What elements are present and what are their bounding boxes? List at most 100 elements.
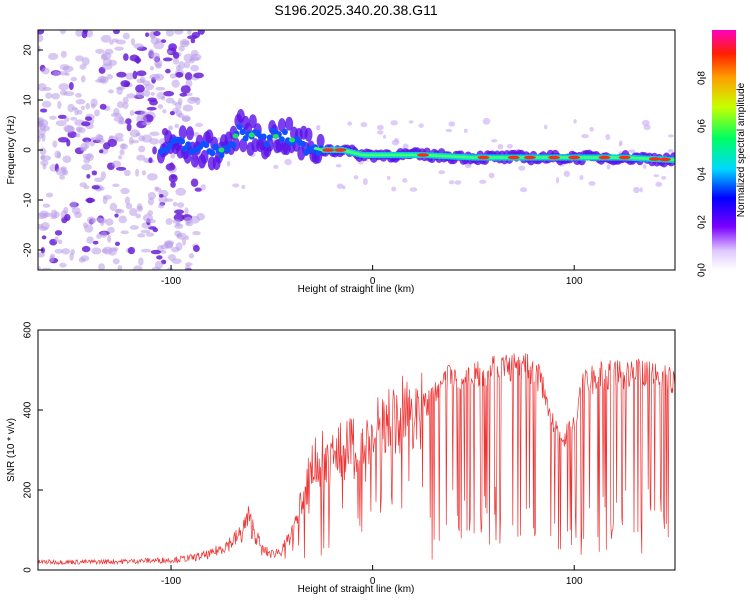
noise-blob [155,86,166,91]
ridge-hotspot [658,157,671,162]
noise-blob [42,86,52,92]
noise-blob [127,246,136,255]
noise-blob [165,68,171,74]
noise-blob [155,62,162,69]
noise-blob [633,186,640,194]
noise-blob [667,149,674,153]
noise-blob [45,192,54,198]
noise-blob [170,175,177,179]
noise-blob [99,103,107,110]
noise-blob [122,96,129,104]
noise-blob [107,234,112,243]
noise-blob [391,186,397,192]
noise-blob [57,100,62,109]
noise-blob [64,117,70,122]
noise-blob [40,160,49,166]
noise-blob [190,38,196,44]
noise-blob [55,120,67,127]
noise-blob [408,120,414,124]
noise-blob [175,101,182,110]
noise-blob [169,110,175,116]
noise-blob [38,45,41,53]
noise-blob [85,102,90,110]
noise-blob [112,183,120,188]
noise-blob [133,43,144,49]
noise-blob [653,174,660,178]
noise-blob [38,30,45,35]
ridge-core [209,149,216,157]
noise-blob [74,55,84,62]
noise-blob [136,203,143,211]
noise-blob [112,247,119,252]
spectrogram-y-ticks: -20 -10 0 10 20 [23,44,43,257]
ridge-core [218,151,225,159]
noise-blob [116,71,127,78]
noise-blob [81,57,90,66]
noise-blob [181,115,191,123]
noise-blob [182,237,187,246]
noise-blob [101,63,113,70]
noise-blob [40,108,48,113]
noise-blob [174,223,184,229]
ridge-envelope [285,116,294,131]
noise-blob [448,180,455,185]
colorbar-label: Normalized spectral amplitude [736,82,747,217]
ridge-hotspot [598,155,611,160]
noise-blob [273,164,279,170]
noise-blob [70,249,76,256]
noise-blob [148,157,153,164]
ridge-core [236,123,243,130]
noise-blob [130,38,136,46]
noise-blob [135,84,145,93]
snr-y-ticks: 0 200 400 600 [23,321,43,573]
ridge-core [224,146,231,154]
noise-blob [183,61,191,69]
noise-blob [168,125,174,131]
noise-blob [153,41,165,50]
noise-blob [80,105,85,110]
noise-blob [117,101,124,109]
noise-blob [163,90,175,97]
noise-blob [135,55,140,64]
noise-blob [85,140,90,149]
noise-blob [114,213,119,218]
ridge-peak [218,147,225,153]
noise-blob [136,70,147,77]
noise-blob [57,114,67,119]
noise-blob [157,104,164,110]
noise-blob [165,30,175,37]
ridge-hotspot [523,155,536,160]
noise-blob [115,39,127,45]
spectrogram-x-tick-label-1: 0 [370,276,376,287]
spectrogram-x-tick-label-2: 100 [566,276,583,287]
ridge-core [182,145,189,153]
noise-blob [182,104,194,112]
noise-blob [146,106,157,111]
noise-blob [38,223,44,229]
ridge-core [266,134,273,141]
noise-blob [161,95,166,101]
noise-blob [241,184,246,190]
noise-blob [71,106,78,111]
noise-blob [148,48,155,58]
noise-blob [108,89,114,94]
snr-series-line [38,353,675,566]
noise-blob [141,170,147,176]
noise-blob [39,147,47,156]
noise-blob [192,231,201,236]
noise-blob [99,186,105,191]
noise-blob [409,187,418,192]
spectrogram-marks [38,30,675,270]
noise-blob [52,70,60,77]
noise-blob [140,248,152,253]
noise-blob [85,197,96,203]
noise-blob [94,177,104,183]
noise-blob [119,149,125,156]
noise-blob [170,181,176,188]
snr-x-ticks: -100 0 100 [161,565,583,587]
spectrogram-y-tick-label-4: 20 [23,44,34,56]
noise-blob [115,132,124,139]
noise-blob [180,85,191,94]
colorbar-tick-label-4: 0.8 [697,71,708,85]
